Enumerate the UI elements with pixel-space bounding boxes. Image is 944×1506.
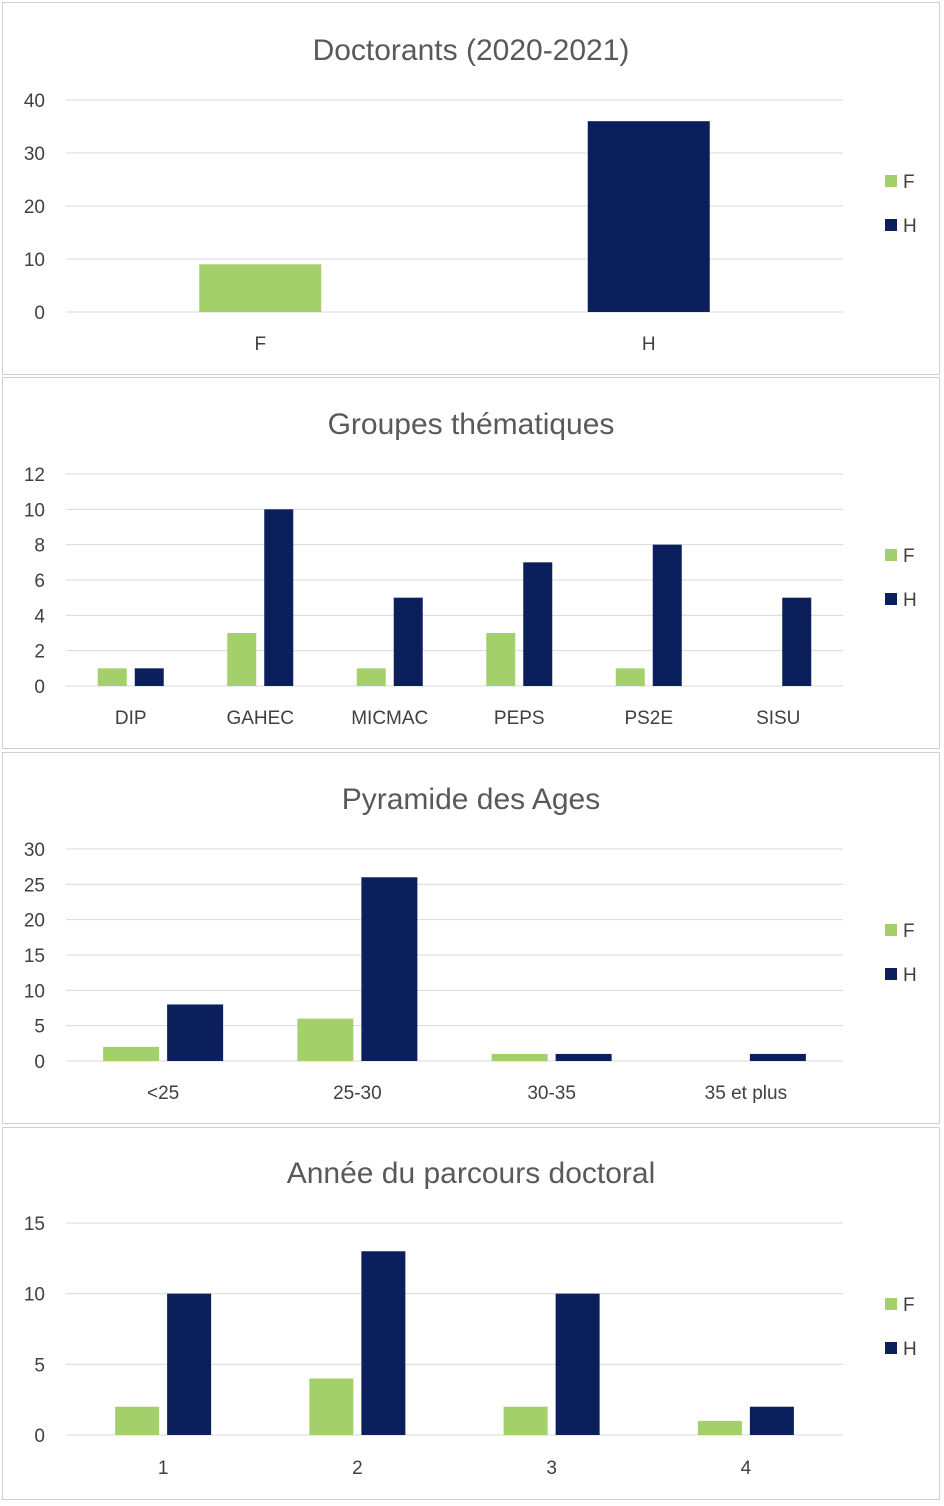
legend-label-f: F bbox=[903, 1295, 915, 1316]
chart-panel-doctorants: Doctorants (2020-2021) 0 10 20 30 40 F H F H bbox=[2, 2, 940, 375]
y-tick-label: 8 bbox=[34, 536, 45, 557]
y-tick-label: 30 bbox=[24, 144, 45, 165]
y-tick-label: 5 bbox=[34, 1017, 45, 1038]
legend-label-f: F bbox=[903, 546, 915, 567]
y-tick-label: 20 bbox=[24, 197, 45, 218]
bar-f bbox=[103, 1046, 160, 1061]
y-tick-label: 15 bbox=[24, 1214, 45, 1235]
chart-title: Pyramide des Ages bbox=[342, 783, 600, 816]
x-tick-label: GAHEC bbox=[226, 708, 294, 729]
bar-h bbox=[134, 668, 164, 686]
y-tick-label: 5 bbox=[34, 1355, 45, 1376]
x-tick-label: 25-30 bbox=[333, 1083, 382, 1104]
legend-swatch-f bbox=[885, 175, 897, 187]
chart-pyramide-des-ages: Pyramide des Ages 0 5 10 15 20 25 30 <25 25-30 30-… bbox=[24, 783, 917, 1104]
bar-f bbox=[615, 668, 645, 686]
y-tick-label: 0 bbox=[34, 1426, 45, 1447]
legend-label-h: H bbox=[903, 965, 917, 986]
x-tick-label: F bbox=[254, 334, 266, 355]
bar-f bbox=[503, 1406, 548, 1435]
legend-label-f: F bbox=[903, 172, 915, 193]
x-tick-label: H bbox=[642, 334, 656, 355]
y-tick-label: 20 bbox=[24, 911, 45, 932]
bar-f bbox=[199, 264, 322, 312]
legend-swatch-h bbox=[885, 219, 897, 231]
chart-title: Année du parcours doctoral bbox=[287, 1157, 656, 1190]
y-tick-label: 10 bbox=[24, 500, 45, 521]
legend-swatch-f bbox=[885, 549, 897, 561]
y-tick-label: 10 bbox=[24, 250, 45, 271]
y-tick-label: 2 bbox=[34, 642, 45, 663]
bar-f bbox=[486, 633, 516, 686]
bar-h bbox=[523, 562, 553, 686]
bar-h bbox=[555, 1053, 612, 1061]
y-tick-label: 0 bbox=[34, 303, 45, 324]
x-tick-label: DIP bbox=[115, 708, 147, 729]
bar-h bbox=[749, 1053, 806, 1061]
bar-h bbox=[749, 1406, 794, 1435]
x-tick-label: MICMAC bbox=[351, 708, 428, 729]
y-tick-label: 10 bbox=[24, 1285, 45, 1306]
bar-h bbox=[587, 121, 710, 312]
legend-label-f: F bbox=[903, 921, 915, 942]
y-tick-label: 4 bbox=[34, 606, 45, 627]
bar-f bbox=[491, 1053, 548, 1061]
chart-panel-pyramide: Pyramide des Ages 0 5 10 15 20 25 30 <25 25-30 30-… bbox=[2, 752, 940, 1124]
legend-swatch-f bbox=[885, 1298, 897, 1310]
bar-h bbox=[167, 1004, 224, 1061]
y-tick-label: 15 bbox=[24, 946, 45, 967]
legend-swatch-h bbox=[885, 593, 897, 605]
legend-swatch-h bbox=[885, 1342, 897, 1354]
bar-f bbox=[697, 1420, 742, 1435]
bar-f bbox=[97, 668, 127, 686]
x-tick-label: 35 et plus bbox=[705, 1083, 787, 1104]
bar-h bbox=[167, 1293, 212, 1435]
chart-panel-annee: Année du parcours doctoral 0 5 10 15 1 2 3 4 F H bbox=[2, 1127, 940, 1500]
chart-groupes-thematiques: Groupes thématiques 0 2 4 6 8 10 12 DIP GAHEC MICM… bbox=[24, 408, 917, 729]
bar-h bbox=[393, 597, 423, 686]
x-tick-label: 1 bbox=[158, 1458, 169, 1479]
x-tick-label: PS2E bbox=[624, 708, 673, 729]
legend-swatch-f bbox=[885, 924, 897, 936]
y-tick-label: 30 bbox=[24, 840, 45, 861]
legend-swatch-h bbox=[885, 968, 897, 980]
y-tick-label: 12 bbox=[24, 465, 45, 486]
bar-h bbox=[555, 1293, 600, 1435]
bar-h bbox=[652, 544, 682, 686]
y-tick-label: 40 bbox=[24, 91, 45, 112]
legend-label-h: H bbox=[903, 1339, 917, 1360]
bar-h bbox=[264, 509, 294, 686]
x-tick-label: <25 bbox=[147, 1083, 179, 1104]
x-tick-label: PEPS bbox=[494, 708, 545, 729]
x-tick-label: 4 bbox=[741, 1458, 752, 1479]
x-tick-label: 30-35 bbox=[527, 1083, 576, 1104]
x-tick-label: SISU bbox=[756, 708, 800, 729]
bar-f bbox=[309, 1378, 354, 1435]
y-tick-label: 25 bbox=[24, 875, 45, 896]
y-tick-label: 6 bbox=[34, 571, 45, 592]
bar-h bbox=[782, 597, 812, 686]
y-tick-label: 0 bbox=[34, 677, 45, 698]
legend-label-h: H bbox=[903, 590, 917, 611]
legend-label-h: H bbox=[903, 216, 917, 237]
chart-title: Groupes thématiques bbox=[328, 408, 615, 441]
bar-f bbox=[297, 1018, 354, 1061]
x-tick-label: 2 bbox=[352, 1458, 363, 1479]
chart-doctorants: Doctorants (2020-2021) 0 10 20 30 40 F H F H bbox=[24, 34, 917, 355]
bar-f bbox=[115, 1406, 160, 1435]
x-tick-label: 3 bbox=[546, 1458, 557, 1479]
y-tick-label: 10 bbox=[24, 981, 45, 1002]
chart-title: Doctorants (2020-2021) bbox=[313, 34, 630, 67]
chart-annee-parcours: Année du parcours doctoral 0 5 10 15 1 2 3 4 F H bbox=[24, 1157, 917, 1479]
bar-h bbox=[361, 877, 418, 1061]
bar-f bbox=[356, 668, 386, 686]
chart-panel-groupes: Groupes thématiques 0 2 4 6 8 10 12 DIP GAHEC MICM… bbox=[2, 377, 940, 749]
y-tick-label: 0 bbox=[34, 1052, 45, 1073]
bar-h bbox=[361, 1251, 406, 1435]
bar-f bbox=[227, 633, 257, 686]
